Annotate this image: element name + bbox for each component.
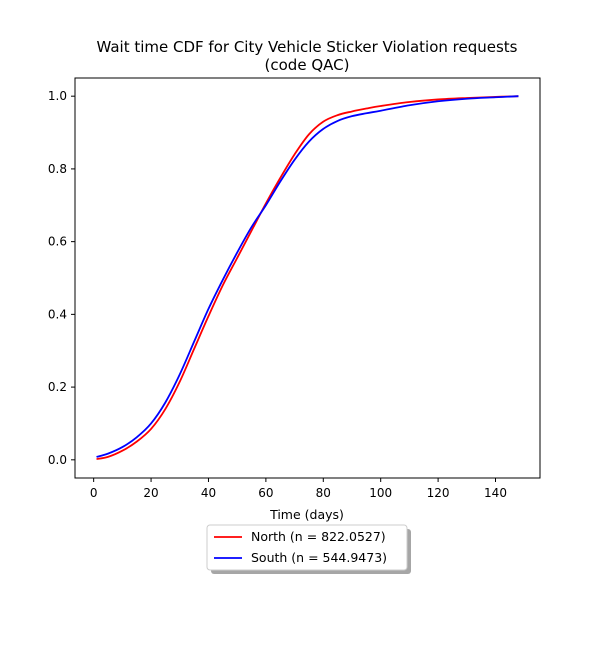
x-tick-label: 20 <box>143 486 158 500</box>
x-axis-ticks: 0 20 40 60 80 100 120 140 <box>90 478 507 500</box>
y-tick-label: 0.0 <box>48 453 67 467</box>
y-tick-label: 0.4 <box>48 307 67 321</box>
legend: North (n = 822.0527) South (n = 544.9473… <box>206 524 411 574</box>
y-tick-label: 0.8 <box>48 162 67 176</box>
legend-label-north: North (n = 822.0527) <box>251 529 386 544</box>
legend-box <box>206 524 408 571</box>
series-layer <box>96 95 519 460</box>
y-tick-label: 1.0 <box>48 89 67 103</box>
y-axis-ticks: 0.0 0.2 0.4 0.6 0.8 1.0 <box>48 89 75 467</box>
series-line-north <box>96 95 519 460</box>
series-line-south <box>96 95 519 458</box>
x-tick-label: 100 <box>369 486 392 500</box>
x-tick-label: 60 <box>258 486 273 500</box>
x-tick-label: 0 <box>90 486 98 500</box>
chart-title-line1: Wait time CDF for City Vehicle Sticker V… <box>96 38 517 56</box>
y-tick-label: 0.2 <box>48 380 67 394</box>
x-tick-label: 120 <box>427 486 450 500</box>
x-tick-label: 140 <box>484 486 507 500</box>
x-tick-label: 80 <box>316 486 331 500</box>
legend-label-south: South (n = 544.9473) <box>251 550 387 565</box>
x-tick-label: 40 <box>201 486 216 500</box>
plot-area-frame <box>74 77 541 479</box>
y-tick-label: 0.6 <box>48 235 67 249</box>
chart-title-line2: (code QAC) <box>265 56 350 74</box>
x-axis-label: Time (days) <box>269 507 344 522</box>
